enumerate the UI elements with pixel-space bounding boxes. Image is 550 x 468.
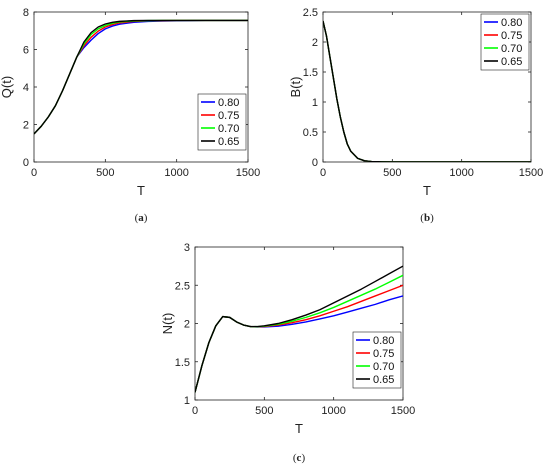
x-tick-label: 500 (96, 167, 114, 179)
legend-entry: 0.70 (373, 361, 394, 373)
legend-entry: 0.75 (373, 348, 394, 360)
x-tick-label: 1000 (321, 405, 345, 417)
y-tick-label: 1.5 (175, 357, 190, 369)
y-axis-label: N(t) (160, 313, 175, 335)
y-tick-label: 6 (23, 45, 29, 57)
x-tick-label: 0 (320, 167, 326, 179)
legend: 0.800.750.700.65 (352, 331, 402, 389)
legend-entry: 0.70 (218, 123, 239, 135)
y-tick-label: 0 (23, 157, 29, 169)
y-tick-label: 3 (184, 242, 190, 254)
panel-caption: (a) (135, 212, 148, 224)
y-axis-label: B(t) (288, 77, 303, 98)
x-tick-label: 1000 (449, 167, 473, 179)
legend-entry: 0.65 (501, 56, 522, 68)
y-tick-label: 1.5 (303, 67, 318, 79)
legend-entry: 0.70 (501, 43, 522, 55)
y-tick-label: 1 (312, 97, 318, 109)
series-line-065 (195, 265, 403, 393)
panel-caption-letter: a (138, 212, 144, 224)
legend-entry: 0.65 (218, 136, 239, 148)
panel-caption: (c) (293, 452, 306, 464)
x-tick-label: 1500 (391, 405, 415, 417)
panel-caption: (b) (420, 212, 434, 224)
y-tick-label: 8 (23, 7, 29, 19)
y-tick-label: 2 (312, 37, 318, 49)
y-axis-label: Q(t) (0, 76, 14, 98)
x-tick-label: 1500 (519, 167, 543, 179)
x-axis-label: T (137, 183, 145, 198)
panel-c: 0 500 1000 1500 1 1.5 2 2.5 3 T N(t) 0.800.750.700.… (160, 242, 415, 464)
y-tick-label: 2.5 (303, 7, 318, 19)
panel-caption-letter: c (297, 452, 302, 464)
x-tick-label: 500 (383, 167, 401, 179)
legend-entry: 0.80 (373, 335, 394, 347)
x-tick-label: 0 (192, 405, 198, 417)
legend-entry: 0.75 (218, 110, 239, 122)
series-line-065 (34, 19, 248, 135)
legend: 0.800.750.700.65 (480, 13, 530, 71)
legend-entry: 0.75 (501, 30, 522, 42)
panel-b: 0 500 1000 1500 0 0.5 1 1.5 2 2.5 T B(t) 0.800.750.7… (288, 7, 543, 224)
y-tick-label: 4 (23, 82, 29, 94)
y-tick-label: 0.5 (303, 127, 318, 139)
legend: 0.800.750.700.65 (197, 93, 247, 151)
series-line-065 (323, 20, 531, 162)
y-tick-label: 2.5 (175, 280, 190, 292)
y-tick-label: 1 (184, 395, 190, 407)
legend-entry: 0.80 (218, 97, 239, 109)
x-axis-label: T (295, 421, 303, 436)
y-tick-label: 2 (184, 319, 190, 331)
y-tick-label: 2 (23, 120, 29, 132)
panel-caption-letter: b (424, 212, 430, 224)
x-tick-label: 1000 (164, 167, 188, 179)
y-tick-label: 0 (312, 157, 318, 169)
panel-a: 0 500 1000 1500 0 2 4 6 8 T Q(t) 0.800.750.700.65 (a… (0, 7, 260, 224)
legend-entry: 0.80 (501, 17, 522, 29)
x-tick-label: 1500 (236, 167, 260, 179)
legend-entry: 0.65 (373, 374, 394, 386)
x-tick-label: 500 (255, 405, 273, 417)
x-tick-label: 0 (31, 167, 37, 179)
x-axis-label: T (423, 183, 431, 198)
